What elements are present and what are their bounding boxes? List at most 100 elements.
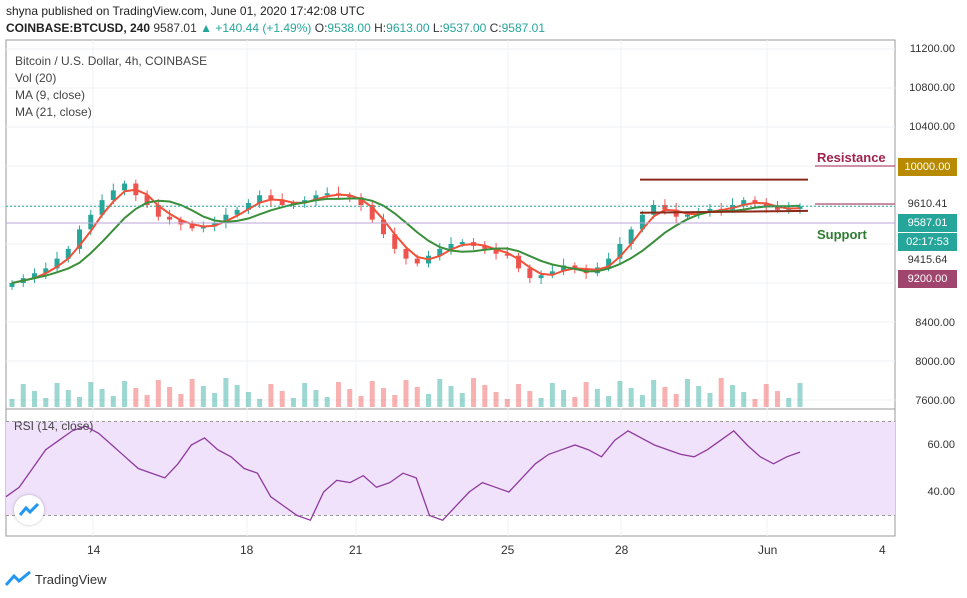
- volume-bar: [290, 398, 296, 407]
- volume-bar: [471, 378, 477, 407]
- candle-body: [144, 195, 150, 205]
- candle-body: [223, 214, 229, 223]
- candle-body: [516, 255, 522, 269]
- candle-body: [504, 253, 510, 256]
- candle-body: [77, 229, 83, 249]
- publish-info: shyna published on TradingView.com, June…: [6, 4, 365, 18]
- candle-body: [797, 206, 803, 209]
- volume-bar: [403, 380, 409, 407]
- volume-bar: [212, 393, 218, 407]
- candle-body: [99, 200, 105, 215]
- low-value: 9537.00: [442, 21, 487, 35]
- close-label: C:: [489, 21, 502, 35]
- candle-body: [549, 271, 555, 276]
- candle-body: [774, 206, 780, 210]
- price-tick: 8400.00: [915, 317, 955, 329]
- volume-bar: [662, 387, 668, 407]
- candle-body: [369, 205, 375, 220]
- volume-bar: [369, 381, 375, 407]
- time-tick: 28: [615, 543, 629, 557]
- close-value: 9587.01: [501, 21, 546, 35]
- volume-bar: [437, 379, 443, 407]
- candle-body: [110, 190, 116, 201]
- volume-bar: [527, 391, 533, 407]
- candle-body: [572, 265, 578, 269]
- candle-body: [493, 248, 499, 254]
- low-label: L:: [432, 21, 443, 35]
- high-price-tag: 9610.41: [898, 195, 957, 213]
- volume-bar: [245, 392, 251, 407]
- volume-bar: [302, 383, 308, 407]
- candle-body: [234, 209, 240, 215]
- logo-text: TradingView: [35, 571, 107, 587]
- volume-bar: [178, 394, 184, 407]
- time-tick: 21: [349, 543, 363, 557]
- time-tick: Jun: [758, 543, 778, 557]
- candle-body: [763, 203, 769, 207]
- candle-body: [448, 244, 454, 249]
- volume-bar: [279, 391, 285, 407]
- volume-bar: [257, 399, 263, 407]
- candle-body: [32, 273, 38, 279]
- volume-bar: [99, 389, 105, 407]
- chart-title: Bitcoin / U.S. Dollar, 4h, COINBASE: [15, 54, 208, 68]
- candle-body: [538, 275, 544, 279]
- volume-bar: [774, 391, 780, 407]
- candle-body: [167, 216, 173, 220]
- volume-legend: Vol (20): [15, 71, 57, 85]
- candle-body: [651, 205, 657, 215]
- volume-bar: [561, 390, 567, 407]
- candle-body: [403, 248, 409, 259]
- volume-bar: [628, 388, 634, 407]
- candle-body: [245, 203, 251, 210]
- candle-body: [482, 245, 488, 249]
- candle-body: [358, 197, 364, 205]
- candle-body: [155, 205, 161, 217]
- volume-bar: [741, 392, 747, 407]
- ohlc-header: COINBASE:BTCUSD, 240 9587.01 ▲ +140.44 (…: [6, 21, 545, 35]
- volume-bar: [606, 396, 612, 407]
- rsi-line: [5, 425, 801, 522]
- volume-bar: [786, 398, 792, 407]
- tradingview-icon[interactable]: [14, 495, 44, 525]
- high-label: H:: [374, 21, 387, 35]
- candle-body: [178, 219, 184, 225]
- volume-bar: [718, 378, 724, 407]
- volume-bar: [594, 389, 600, 407]
- candle-body: [122, 183, 128, 191]
- volume-bar: [752, 399, 758, 407]
- candle-body: [561, 265, 567, 272]
- time-tick: 18: [240, 543, 254, 557]
- volume-bar: [684, 379, 690, 407]
- volume-bar: [639, 395, 645, 407]
- ma9-line: [11, 188, 801, 284]
- candle-body: [313, 195, 319, 201]
- open-label: O:: [314, 21, 328, 35]
- candle-body: [380, 219, 386, 235]
- volume-bar: [797, 383, 803, 407]
- candle-body: [65, 248, 71, 259]
- tradingview-logo[interactable]: TradingView: [5, 571, 107, 587]
- volume-bar: [268, 384, 274, 407]
- volume-bar: [110, 396, 116, 407]
- volume-bar: [504, 399, 510, 407]
- resistance-label: Resistance: [817, 150, 886, 165]
- volume-bar: [583, 382, 589, 407]
- volume-bar: [448, 386, 454, 407]
- candle-body: [257, 195, 263, 204]
- volume-bar: [392, 395, 398, 407]
- candle-body: [684, 214, 690, 217]
- candle-body: [414, 258, 420, 264]
- volume-bar: [122, 381, 128, 407]
- volume-bar: [707, 393, 713, 407]
- candle-body: [189, 224, 195, 229]
- volume-bar: [20, 384, 26, 407]
- countdown-tag: 02:17:53: [898, 233, 957, 251]
- price-change: ▲ +140.44 (+1.49%): [200, 21, 312, 35]
- volume-bar: [673, 394, 679, 407]
- volume-bar: [77, 397, 83, 407]
- volume-bar: [54, 383, 60, 407]
- volume-bar: [549, 383, 555, 407]
- time-tick: 14: [87, 543, 101, 557]
